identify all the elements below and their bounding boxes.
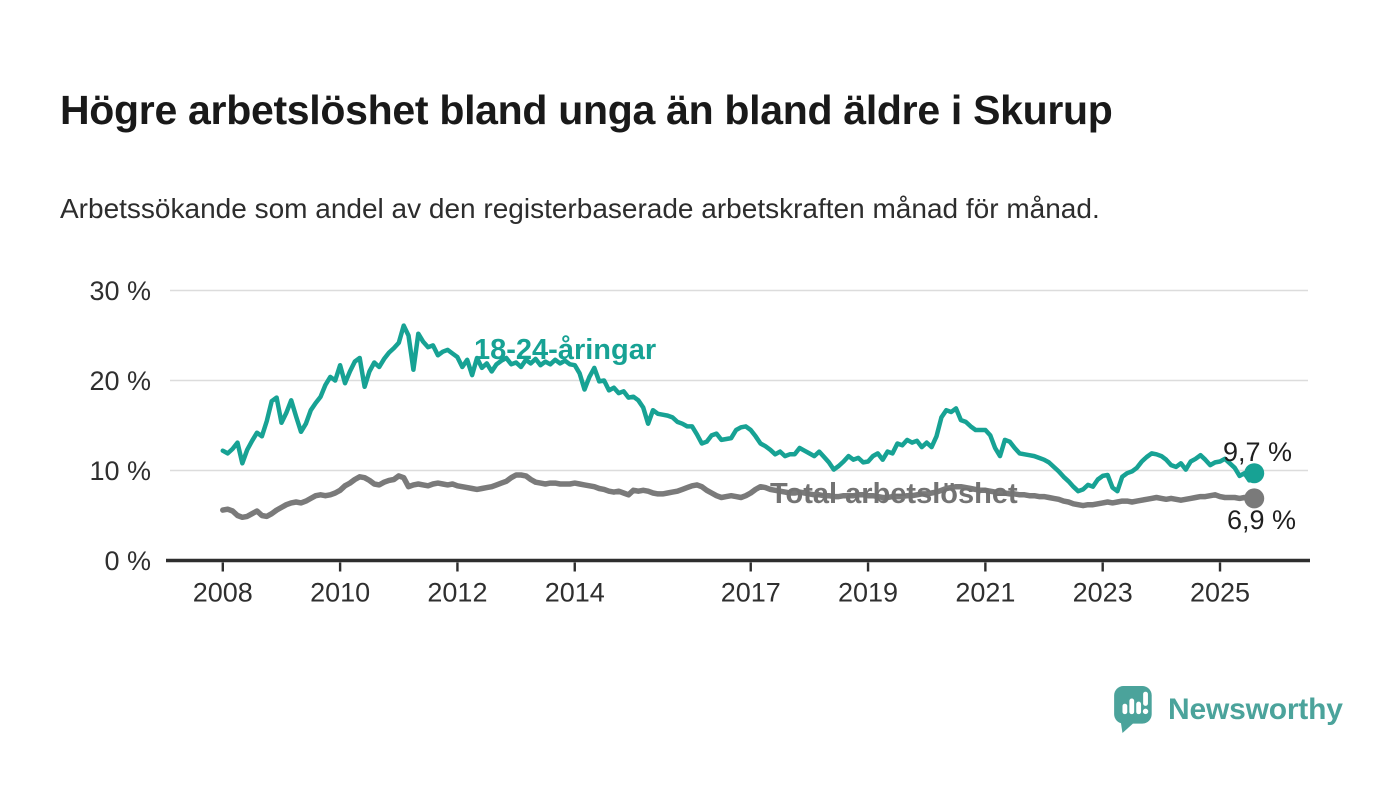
chart-subtitle: Arbetssökande som andel av den registerb… [60,193,1100,224]
x-axis-label: 2010 [310,578,370,608]
series-line-youth [220,323,1257,494]
y-axis-label: 10 % [89,456,151,486]
x-axis-label: 2017 [721,578,781,608]
x-axis-label: 2021 [955,578,1015,608]
value-label-total: 6,9 % [1227,505,1296,535]
x-axis-label: 2019 [838,578,898,608]
y-axis-label: 20 % [89,366,151,396]
series-label-total: Total arbetslöshet [770,478,1018,510]
series-endpoint-dot-youth [1244,463,1265,484]
y-axis-label: 30 % [89,276,151,306]
series-line-total [220,472,1257,521]
x-axis-label: 2014 [545,578,605,608]
series-endpoint-dot-total [1244,488,1265,509]
x-axis-label: 2008 [193,578,253,608]
newsworthy-logo: Newsworthy [1114,686,1343,734]
x-axis-label: 2025 [1190,578,1250,608]
y-axis-label: 0 % [104,546,151,576]
series-label-youth: 18-24-åringar [474,334,656,366]
chart-title: Högre arbetslöshet bland unga än bland ä… [60,87,1113,134]
brand-name: Newsworthy [1168,693,1343,726]
value-label-youth: 9,7 % [1223,437,1292,467]
x-axis-label: 2023 [1073,578,1133,608]
newsworthy-logo-icon [1114,686,1152,733]
x-axis-label: 2012 [427,578,487,608]
